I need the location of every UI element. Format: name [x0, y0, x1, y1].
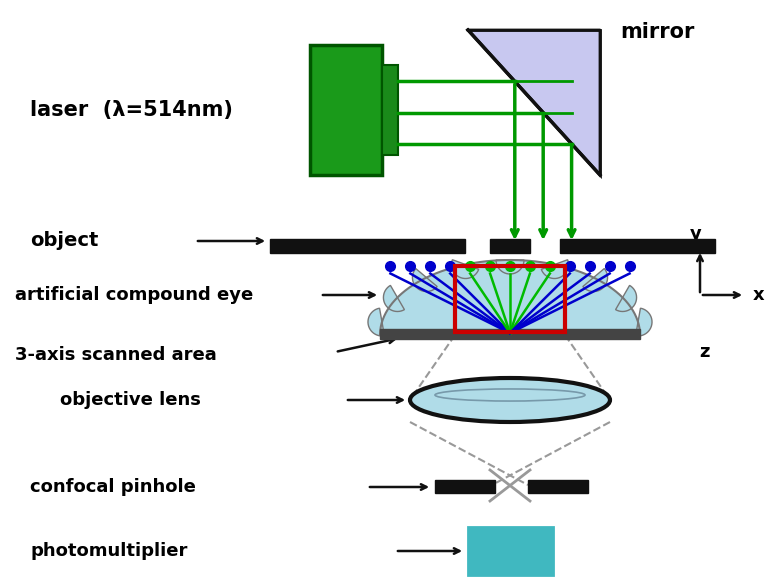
Bar: [490, 239, 530, 253]
Polygon shape: [542, 260, 569, 278]
Ellipse shape: [410, 378, 610, 422]
Polygon shape: [383, 285, 404, 311]
Polygon shape: [451, 260, 479, 278]
Text: photomultiplier: photomultiplier: [30, 542, 187, 560]
Text: z: z: [700, 343, 710, 361]
Text: y: y: [690, 225, 702, 243]
Bar: [310, 45, 382, 175]
Text: confocal pinhole: confocal pinhole: [30, 478, 196, 496]
Text: mirror: mirror: [620, 22, 695, 42]
Bar: [455, 266, 565, 332]
Polygon shape: [413, 269, 437, 292]
Polygon shape: [496, 260, 524, 274]
Polygon shape: [636, 308, 652, 336]
Bar: [528, 480, 588, 493]
Text: object: object: [30, 231, 99, 251]
Polygon shape: [368, 308, 385, 336]
Text: artificial compound eye: artificial compound eye: [15, 286, 253, 304]
Text: 3-axis scanned area: 3-axis scanned area: [15, 346, 217, 364]
Bar: [382, 65, 398, 155]
Text: laser  (λ=514nm): laser (λ=514nm): [30, 100, 233, 120]
Polygon shape: [468, 30, 600, 175]
Bar: [270, 239, 465, 253]
Bar: [435, 480, 495, 493]
Bar: [380, 329, 640, 339]
Text: x: x: [753, 286, 765, 304]
Bar: [468, 527, 553, 575]
Polygon shape: [615, 285, 636, 311]
Bar: [560, 239, 715, 253]
Text: objective lens: objective lens: [60, 391, 201, 409]
Polygon shape: [583, 269, 608, 292]
Polygon shape: [380, 260, 640, 335]
